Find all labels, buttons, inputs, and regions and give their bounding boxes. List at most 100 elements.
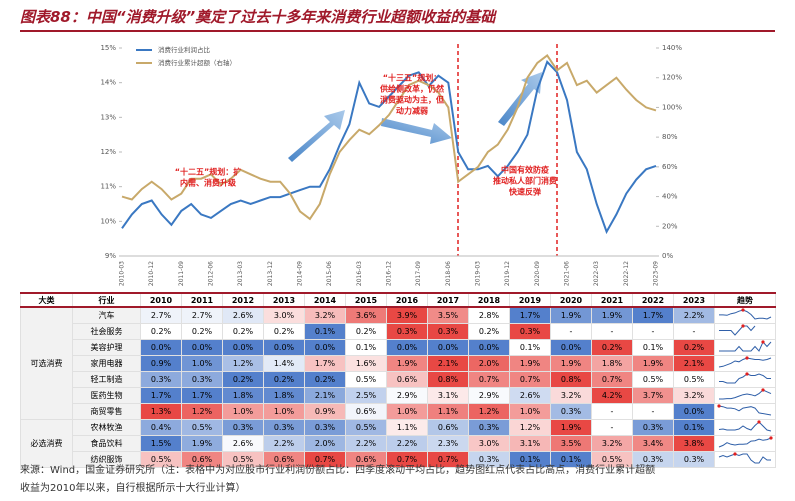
value-cell: 3.2% [591, 435, 633, 452]
sparkline-peak [745, 356, 749, 360]
x-tick-label: 2018-06 [445, 261, 452, 286]
sparkline-peak [717, 404, 721, 408]
row-name: 纺织服饰 [72, 451, 141, 468]
value-cell: 1.0% [181, 355, 223, 372]
value-cell: 2.5% [345, 387, 387, 404]
value-cell: 0.1% [673, 419, 715, 436]
value-cell: 0.3% [181, 371, 223, 388]
value-cell: - [591, 403, 633, 420]
row-name: 商贸零售 [72, 403, 141, 420]
x-tick-label: 2022-12 [623, 261, 630, 286]
x-tick-label: 2017-09 [415, 261, 422, 286]
header-cell: 2019 [509, 292, 551, 308]
y2-tick-label: 20% [662, 222, 678, 230]
value-cell: 2.0% [468, 355, 510, 372]
table-row: 必选消费 农林牧渔 0.4% 0.5% 0.3% 0.3% 0.3% 0.5% 1.1% 0.6%… [20, 419, 776, 468]
annotation: 快速反弹 [509, 187, 541, 197]
x-tick-label: 2023-09 [653, 261, 660, 286]
table-row: 可选消费 汽车 2.7% 2.7% 2.6% 3.0% 3.2% 3.6% 3.9% 3.5% 2.… [20, 306, 776, 420]
value-cell: 0.1% [632, 339, 674, 356]
value-cell: 0.3% [304, 419, 346, 436]
value-cell: 0.5% [591, 451, 633, 468]
value-cell: 0.3% [468, 419, 510, 436]
arrow [288, 110, 345, 162]
value-cell: 1.0% [222, 403, 264, 420]
sparkline [718, 356, 772, 368]
header-cell: 趋势 [714, 292, 776, 308]
value-cell: 0.0% [222, 339, 264, 356]
sparkline-line [718, 453, 771, 464]
annotation: 中国有效防疫 [501, 165, 549, 175]
header-cell: 2014 [304, 292, 346, 308]
value-cell: 0.3% [140, 371, 182, 388]
trend-cell [714, 371, 776, 388]
x-tick-label: 2015-06 [326, 261, 333, 286]
value-cell: 1.2% [181, 403, 223, 420]
value-cell: 1.8% [222, 387, 264, 404]
table-row: 纺织服饰 0.5% 0.6% 0.5% 0.6% 0.7% 0.6% 0.7% 0.7% 0.3%… [21, 451, 776, 468]
x-tick-label: 2010-12 [148, 261, 155, 286]
value-cell: 0.0% [386, 339, 428, 356]
annotation: 内需、消费升级 [180, 178, 237, 188]
value-cell: 0.5% [181, 419, 223, 436]
annotation: 动力减弱 [396, 106, 428, 116]
legend-label: 消费行业累计超额（右轴） [158, 58, 236, 67]
trend-cell [714, 355, 776, 372]
value-cell: 0.1% [509, 339, 551, 356]
table-row: 商贸零售 1.3% 1.2% 1.0% 1.0% 0.9% 0.6% 1.0% 1.1% 1.2%… [21, 403, 776, 420]
y-tick-label: 11% [100, 183, 116, 191]
value-cell: 2.7% [181, 306, 223, 324]
sparkline-line [718, 405, 772, 416]
group-cell: 可选消费 [20, 306, 73, 420]
header-cell: 大类 [20, 292, 73, 308]
annotation: “十二五”规划：扩 [175, 167, 242, 177]
y-tick-label: 10% [100, 217, 116, 225]
header-cell: 2013 [263, 292, 305, 308]
value-cell: 0.2% [181, 323, 223, 340]
value-cell: 0.7% [304, 451, 346, 468]
value-cell: 0.2% [673, 339, 715, 356]
group-cell: 必选消费 [20, 419, 73, 468]
header-cell: 2022 [632, 292, 674, 308]
header-cell: 2011 [181, 292, 223, 308]
x-tick-label: 2021-06 [564, 261, 571, 286]
value-cell: 1.2% [468, 403, 510, 420]
sparkline [717, 404, 772, 416]
value-cell: 1.7% [632, 306, 674, 324]
footer-line: 收益为2010年以来，自行根据所示十大行业计算） [20, 483, 246, 494]
value-cell: 0.7% [591, 371, 633, 388]
header-cell: 2016 [386, 292, 428, 308]
sparkline [719, 324, 756, 336]
value-cell: 1.7% [140, 387, 182, 404]
y2-tick-label: 140% [662, 44, 682, 52]
value-cell: - [632, 403, 674, 420]
value-cell: 1.8% [591, 355, 633, 372]
value-cell: 2.2% [345, 435, 387, 452]
value-cell: 1.9% [386, 355, 428, 372]
value-cell: - [591, 323, 633, 340]
row-name: 轻工制造 [72, 371, 141, 388]
value-cell: 1.7% [509, 306, 551, 324]
sparkline-peak [761, 388, 765, 392]
annotation: 供给侧改革，仍然 [379, 84, 444, 94]
value-cell: 1.2% [222, 355, 264, 372]
table-row: 家用电器 0.9% 1.0% 1.2% 1.4% 1.7% 1.6% 1.9% 2.1% 2.0%… [21, 355, 776, 372]
table-row: 轻工制造 0.3% 0.3% 0.2% 0.2% 0.2% 0.5% 0.6% 0.8% 0.7%… [21, 371, 776, 388]
x-tick-label: 2010-03 [119, 261, 126, 286]
value-cell: 1.1% [427, 403, 469, 420]
value-cell: 2.6% [222, 306, 264, 324]
value-cell: 1.1% [386, 419, 428, 436]
value-cell: 2.7% [140, 306, 182, 324]
value-cell: 0.5% [345, 419, 387, 436]
value-cell: 0.0% [181, 339, 223, 356]
value-cell: 0.5% [673, 371, 715, 388]
page-title: 图表88：中国“消费升级”奠定了过去十多年来消费行业超额收益的基础 [20, 8, 496, 26]
value-cell: 3.9% [386, 306, 428, 324]
x-tick-label: 2020-09 [534, 261, 541, 286]
row-name: 美容护理 [72, 339, 141, 356]
value-cell: 2.2% [263, 435, 305, 452]
value-cell: 0.8% [550, 371, 592, 388]
x-tick-label: 2016-03 [356, 261, 363, 286]
value-cell: 0.1% [304, 323, 346, 340]
annotation: 推动私人部门消费 [493, 176, 557, 186]
